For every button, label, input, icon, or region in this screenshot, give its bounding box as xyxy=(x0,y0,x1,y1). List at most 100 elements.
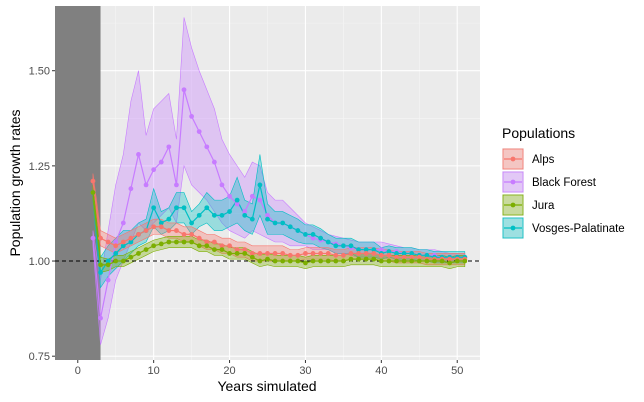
legend-key-black-forest xyxy=(502,171,524,193)
point-black-forest xyxy=(227,193,232,199)
point-alps xyxy=(90,178,96,184)
point-vosges-palatinate xyxy=(310,231,316,237)
point-alps xyxy=(120,239,126,245)
x-tick-label: 20 xyxy=(223,365,235,377)
point-vosges-palatinate xyxy=(394,251,399,256)
point-jura xyxy=(204,243,210,249)
point-alps xyxy=(310,251,316,256)
point-black-forest xyxy=(105,277,111,283)
point-alps xyxy=(211,239,217,245)
point-jura xyxy=(249,254,255,260)
point-black-forest xyxy=(136,152,141,157)
point-black-forest xyxy=(166,144,172,150)
point-jura xyxy=(378,258,384,264)
point-alps xyxy=(219,243,225,249)
point-jura xyxy=(280,258,286,264)
point-jura xyxy=(432,258,437,264)
point-jura xyxy=(416,258,422,264)
point-jura xyxy=(333,258,339,264)
point-alps xyxy=(249,251,255,256)
point-jura xyxy=(113,258,119,264)
point-alps xyxy=(287,252,293,258)
point-alps xyxy=(136,231,141,237)
point-alps xyxy=(401,254,407,260)
point-vosges-palatinate xyxy=(120,243,126,249)
point-jura xyxy=(310,258,316,264)
point-jura xyxy=(318,258,324,264)
point-jura xyxy=(136,251,141,256)
point-black-forest xyxy=(120,220,126,226)
point-vosges-palatinate xyxy=(105,258,111,264)
point-black-forest xyxy=(310,235,316,241)
point-black-forest xyxy=(98,315,103,321)
point-jura xyxy=(242,251,248,256)
point-jura xyxy=(166,239,172,245)
point-black-forest xyxy=(90,235,96,241)
point-jura xyxy=(151,243,157,249)
point-alps xyxy=(409,254,415,260)
x-tick-label: 40 xyxy=(375,365,387,377)
point-vosges-palatinate xyxy=(340,243,346,249)
legend-label-jura: Jura xyxy=(532,200,555,212)
point-jura xyxy=(394,258,399,264)
legend-label-alps: Alps xyxy=(532,154,555,166)
point-alps xyxy=(242,247,248,253)
legend: Populations Alps Black Forest Jura Vosges-P… xyxy=(502,125,625,239)
point-vosges-palatinate xyxy=(325,239,331,245)
point-jura xyxy=(447,260,453,266)
point-alps xyxy=(234,247,240,253)
point-vosges-palatinate xyxy=(174,205,179,211)
point-vosges-palatinate xyxy=(227,209,232,214)
point-vosges-palatinate xyxy=(204,205,210,211)
point-alps xyxy=(265,251,270,256)
point-vosges-palatinate xyxy=(424,252,430,258)
legend-title: Populations xyxy=(502,125,575,141)
point-black-forest xyxy=(257,197,263,203)
x-tick-label: 10 xyxy=(148,365,160,377)
legend-key-alps xyxy=(502,148,524,170)
point-black-forest xyxy=(143,182,149,188)
point-black-forest xyxy=(113,239,119,245)
point-jura xyxy=(234,251,240,256)
point-vosges-palatinate xyxy=(280,220,286,226)
point-jura xyxy=(211,247,217,253)
point-vosges-palatinate xyxy=(409,251,415,256)
point-jura xyxy=(287,258,293,264)
point-vosges-palatinate xyxy=(128,239,134,245)
x-axis: 0 10 20 30 40 50 xyxy=(75,360,463,377)
point-jura xyxy=(356,256,361,262)
point-alps xyxy=(227,243,232,249)
point-alps xyxy=(394,254,399,260)
point-black-forest xyxy=(196,129,202,135)
point-jura xyxy=(348,256,354,262)
y-tick-label: 0.75 xyxy=(29,351,50,363)
point-alps xyxy=(166,228,172,233)
point-alps xyxy=(378,252,384,258)
x-tick-label: 50 xyxy=(451,365,463,377)
point-black-forest xyxy=(211,159,217,165)
point-vosges-palatinate xyxy=(333,243,339,249)
point-alps xyxy=(151,224,157,230)
x-axis-title: Years simulated xyxy=(217,378,316,394)
point-jura xyxy=(219,247,225,253)
point-black-forest xyxy=(181,87,187,93)
point-vosges-palatinate xyxy=(219,212,225,218)
point-jura xyxy=(143,247,149,253)
point-jura xyxy=(128,254,134,260)
point-jura xyxy=(409,258,415,264)
series-points xyxy=(90,87,468,321)
point-alps xyxy=(113,243,119,249)
point-alps xyxy=(105,239,111,245)
point-alps xyxy=(325,251,331,256)
point-alps xyxy=(303,251,308,256)
point-alps xyxy=(196,235,202,241)
legend-label-black-forest: Black Forest xyxy=(532,177,597,189)
point-vosges-palatinate xyxy=(249,216,255,222)
point-jura xyxy=(227,251,232,256)
point-vosges-palatinate xyxy=(265,216,270,222)
legend-key-jura xyxy=(502,194,524,216)
point-vosges-palatinate xyxy=(303,231,308,237)
x-tick-label: 0 xyxy=(75,365,81,377)
point-vosges-palatinate xyxy=(287,224,293,230)
point-black-forest xyxy=(189,113,195,119)
